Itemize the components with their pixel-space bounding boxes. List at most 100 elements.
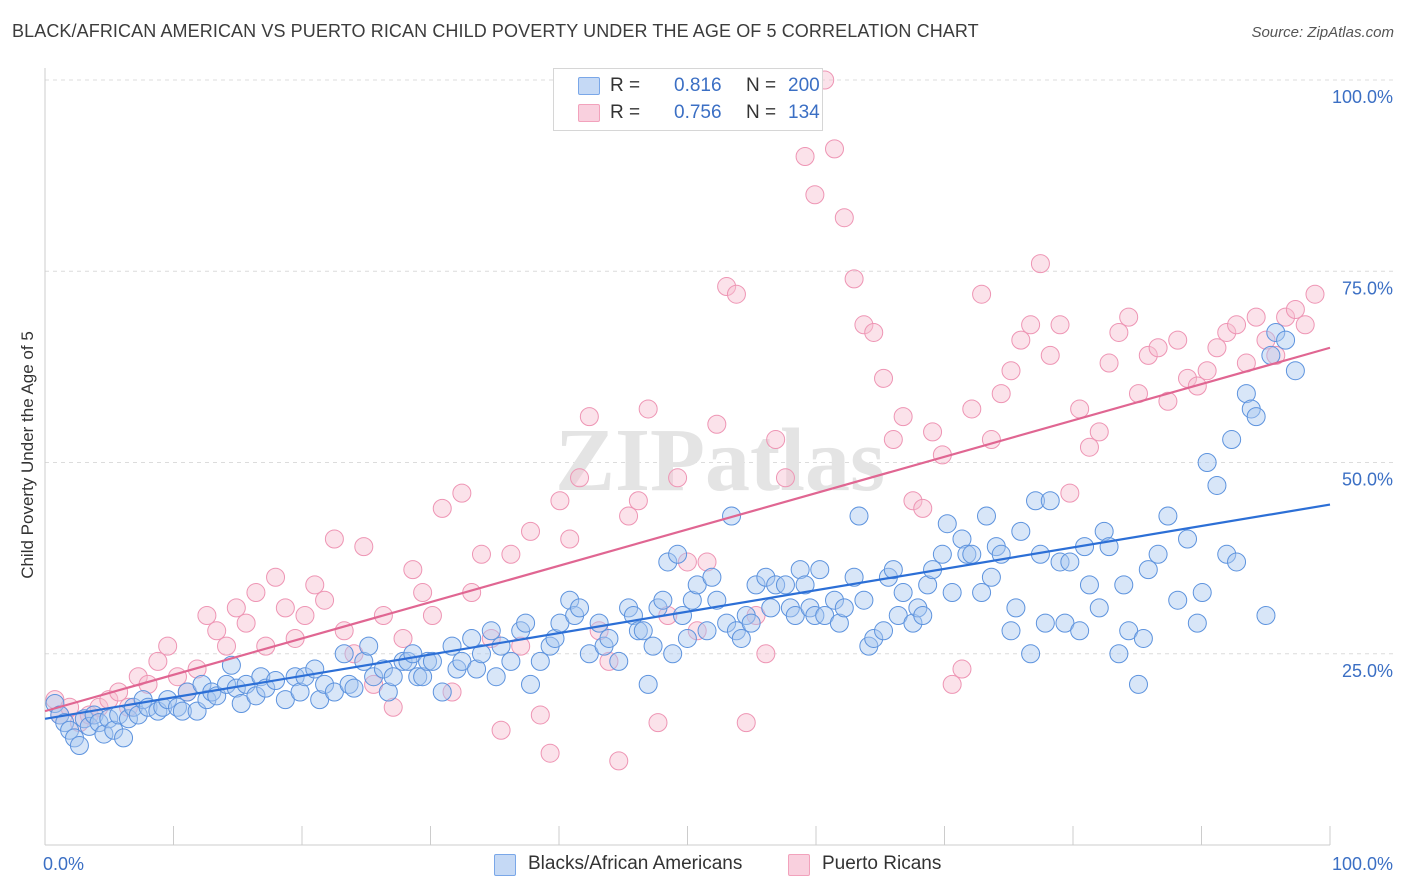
data-point: [383, 667, 403, 687]
data-point: [1050, 552, 1070, 572]
data-point: [1119, 621, 1139, 641]
data-point: [883, 430, 903, 450]
data-point: [501, 544, 521, 564]
data-point: [1227, 315, 1247, 335]
data-point: [550, 491, 570, 511]
data-point: [1006, 598, 1026, 618]
data-point: [462, 628, 482, 648]
data-point: [805, 606, 825, 625]
data-point: [1246, 407, 1266, 427]
data-point: [1295, 315, 1315, 335]
data-point: [1192, 583, 1212, 603]
data-point: [1217, 322, 1237, 342]
data-point: [1207, 475, 1227, 495]
data-point: [1246, 307, 1266, 327]
data-point: [579, 407, 599, 427]
data-point: [1168, 590, 1188, 610]
axes: [44, 68, 1331, 846]
data-point: [579, 644, 599, 664]
data-point: [854, 315, 874, 335]
data-point: [677, 628, 697, 648]
data-point: [1133, 628, 1153, 648]
gridlines: [45, 79, 1395, 655]
data-point: [393, 628, 413, 648]
data-point: [913, 498, 933, 518]
data-point: [942, 674, 962, 694]
y-tick-label: 25.0%: [1342, 661, 1393, 681]
data-point: [104, 720, 124, 740]
data-point: [231, 693, 251, 713]
data-point: [790, 560, 810, 580]
data-point: [452, 483, 472, 503]
data-point: [1011, 521, 1031, 541]
data-point: [1099, 353, 1119, 373]
data-point: [1060, 483, 1080, 503]
data-point: [266, 567, 286, 587]
data-point: [1217, 544, 1237, 564]
data-point: [408, 667, 428, 687]
data-point: [761, 598, 781, 618]
data-point: [364, 674, 384, 694]
legend-swatch-blacks: [578, 77, 600, 95]
data-point: [1011, 330, 1031, 350]
data-point: [633, 621, 653, 641]
data-point: [599, 628, 619, 648]
data-point: [324, 529, 344, 549]
data-point: [981, 567, 1001, 587]
data-point: [756, 567, 776, 587]
data-point: [1021, 644, 1041, 664]
data-point: [128, 705, 148, 725]
x-tick-label: 100.0%: [1332, 854, 1393, 874]
data-point: [197, 606, 217, 625]
data-point: [849, 506, 869, 526]
data-point: [246, 583, 266, 603]
data-point: [1070, 399, 1090, 419]
data-point: [89, 713, 109, 733]
data-point: [413, 667, 433, 687]
data-point: [1276, 307, 1296, 327]
data-point: [378, 682, 398, 702]
data-point: [707, 414, 727, 434]
data-point: [707, 590, 727, 610]
legend-r-label: R =: [610, 102, 641, 123]
data-point: [677, 552, 697, 572]
data-point: [275, 690, 295, 710]
data-point: [854, 590, 874, 610]
data-point: [467, 659, 487, 679]
data-point: [829, 613, 849, 633]
data-point: [246, 686, 266, 706]
data-point: [315, 674, 335, 694]
data-point: [1266, 322, 1286, 342]
data-point: [1040, 345, 1060, 365]
data-point: [516, 613, 536, 633]
data-point: [1207, 338, 1227, 358]
data-point: [1094, 521, 1114, 541]
data-point: [560, 590, 580, 610]
data-point: [976, 506, 996, 526]
legend-n-label: N =: [746, 102, 777, 123]
data-point: [69, 736, 89, 756]
data-point: [560, 529, 580, 549]
data-point: [599, 651, 619, 671]
data-point: [687, 575, 707, 595]
data-point: [805, 185, 825, 205]
data-point: [511, 636, 531, 656]
data-point: [668, 468, 688, 488]
data-point: [795, 575, 815, 595]
data-point: [874, 621, 894, 641]
data-point: [682, 590, 702, 610]
data-point: [687, 621, 707, 641]
data-point: [957, 544, 977, 564]
data-point: [422, 651, 442, 671]
data-point: [570, 468, 590, 488]
data-point: [310, 690, 330, 710]
data-point: [1138, 560, 1158, 580]
data-point: [373, 659, 393, 679]
data-point: [432, 682, 452, 702]
data-point: [1227, 552, 1247, 572]
data-point: [491, 720, 511, 740]
data-point: [658, 552, 678, 572]
data-point: [1050, 315, 1070, 335]
data-point: [359, 636, 379, 656]
data-point: [663, 644, 683, 664]
